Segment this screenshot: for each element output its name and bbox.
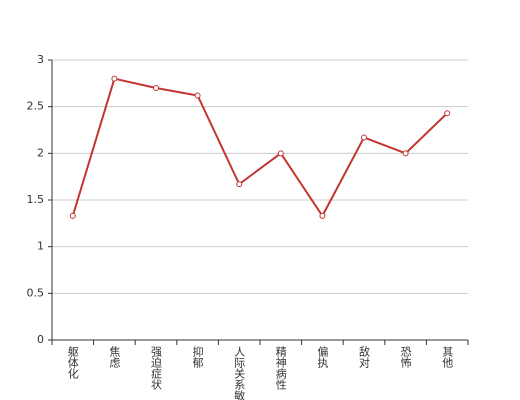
x-tick-label: 精神病性 (274, 346, 287, 391)
x-tick-label: 敌对 (358, 345, 371, 368)
point (319, 212, 326, 219)
y-tick-label: 0.5 (27, 286, 45, 299)
line (71, 77, 448, 218)
point (153, 85, 159, 91)
point (402, 150, 409, 157)
x-tick-label: 焦虑 (108, 346, 121, 368)
x-tick-label: 抑郁 (191, 345, 204, 368)
y-tick-label: 3 (37, 53, 44, 66)
y-tick-label: 2.5 (27, 100, 45, 113)
x-tick-label: 强迫症状 (150, 346, 163, 390)
x-tick-label: 人际关系敏感 (233, 346, 246, 400)
x-tick-label: 其他 (441, 346, 454, 368)
point (444, 110, 451, 117)
point (277, 150, 284, 157)
point (236, 181, 243, 188)
x-tick-label: 恐怖 (399, 346, 412, 368)
point (69, 212, 76, 219)
point (361, 134, 367, 141)
y-tick-label: 1 (37, 240, 44, 253)
x-tick-label: 躯体化 (66, 346, 79, 380)
point (194, 92, 201, 99)
y-tick-label: 1.5 (27, 193, 45, 206)
point (111, 75, 118, 82)
y-tick-label: 2 (37, 146, 44, 159)
y-tick-label: 0 (37, 333, 44, 346)
x-tick-label: 偏执 (316, 345, 329, 369)
